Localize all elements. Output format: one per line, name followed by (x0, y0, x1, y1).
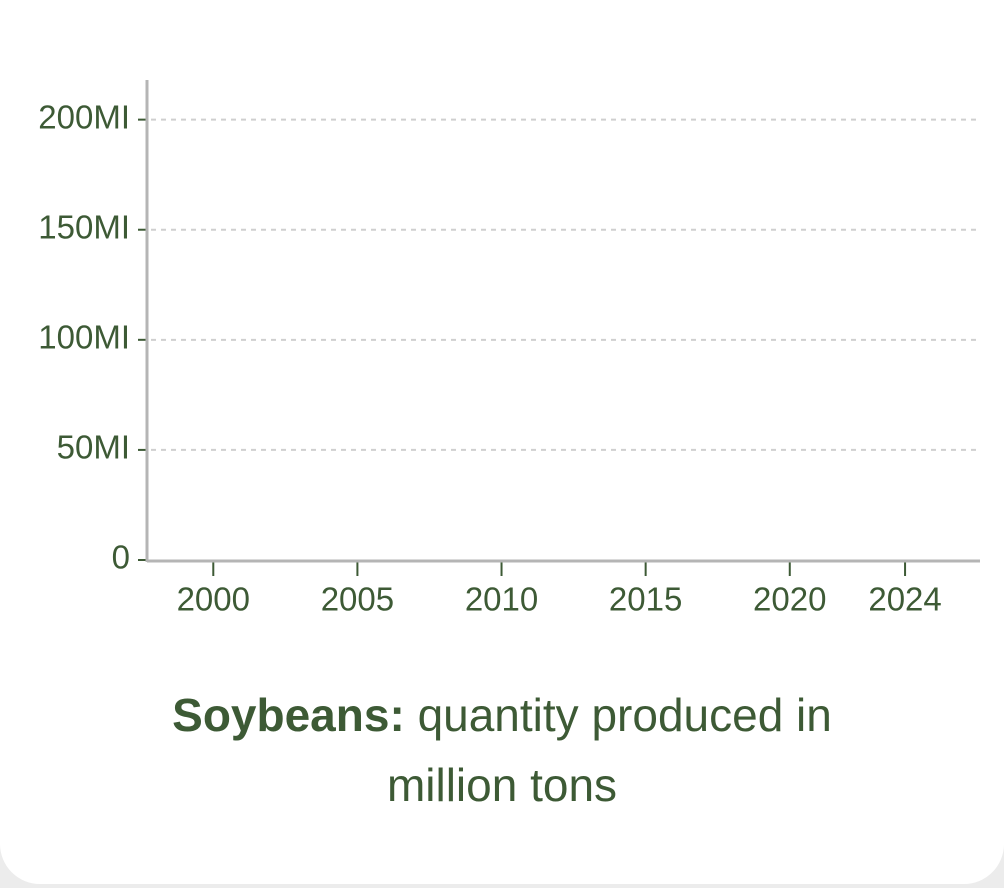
y-tick-label: 150MI (38, 208, 130, 245)
chart-subtitle: quantity produced in million tons (386, 689, 832, 811)
x-tick-label: 2015 (609, 581, 682, 618)
x-tick-label: 2005 (321, 581, 394, 618)
chart: 0 50MI 100MI 150MI 200MI 2000 2005 2010 2015 2020… (38, 80, 980, 618)
y-tick-label: 100MI (38, 319, 130, 356)
x-tick-label: 2000 (177, 581, 250, 618)
x-tick-label: 2020 (753, 581, 826, 618)
x-tick-label: 2010 (465, 581, 538, 618)
y-tick-label: 0 (112, 539, 130, 576)
y-tick-label: 200MI (38, 98, 130, 135)
chart-title: Soybeans: (172, 689, 405, 741)
x-tick-label: 2024 (868, 581, 941, 618)
y-tick-label: 50MI (57, 429, 130, 466)
caption: Soybeans: quantity produced in million t… (150, 680, 854, 820)
